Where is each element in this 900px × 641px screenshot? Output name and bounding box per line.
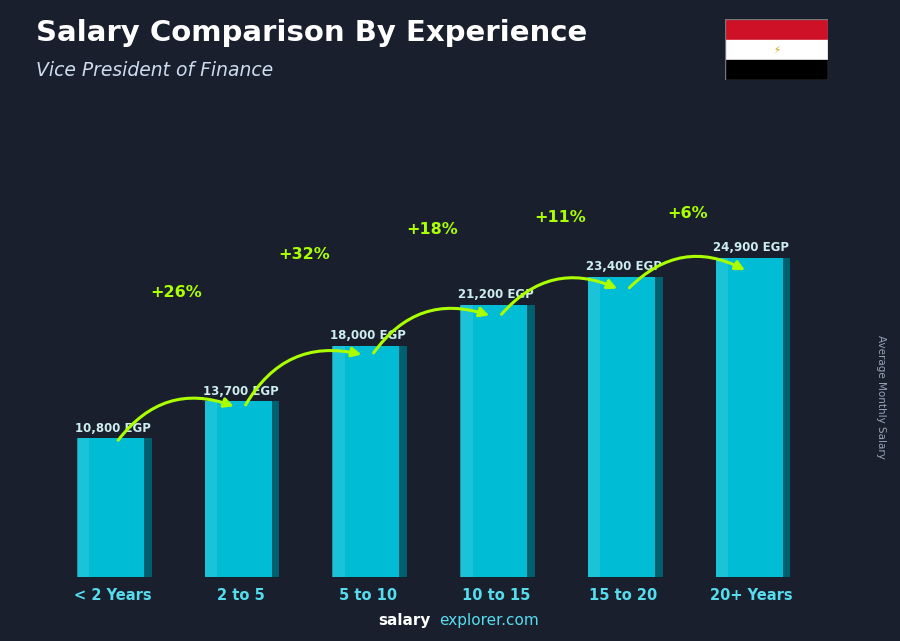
- Bar: [724, 40, 828, 60]
- Bar: [724, 60, 828, 80]
- Bar: [461, 305, 531, 577]
- Text: Vice President of Finance: Vice President of Finance: [36, 61, 273, 80]
- Bar: [589, 277, 659, 577]
- Text: +26%: +26%: [150, 285, 202, 300]
- Bar: [77, 438, 148, 577]
- Bar: [204, 401, 217, 577]
- Bar: [332, 346, 345, 577]
- Bar: [655, 277, 662, 577]
- Text: Salary Comparison By Experience: Salary Comparison By Experience: [36, 19, 587, 47]
- Text: explorer.com: explorer.com: [439, 613, 539, 628]
- Bar: [205, 401, 275, 577]
- Bar: [460, 305, 473, 577]
- Text: 24,900 EGP: 24,900 EGP: [714, 241, 789, 254]
- Bar: [724, 19, 828, 40]
- Text: 10,800 EGP: 10,800 EGP: [75, 422, 150, 435]
- Text: +32%: +32%: [278, 247, 330, 262]
- Bar: [333, 346, 403, 577]
- Bar: [588, 277, 600, 577]
- Text: Average Monthly Salary: Average Monthly Salary: [877, 335, 886, 460]
- Text: +11%: +11%: [534, 210, 586, 225]
- Bar: [527, 305, 535, 577]
- Bar: [76, 438, 89, 577]
- Text: ⚡: ⚡: [773, 45, 779, 54]
- Text: 21,200 EGP: 21,200 EGP: [458, 288, 534, 301]
- Text: +18%: +18%: [406, 222, 458, 237]
- Bar: [716, 258, 728, 577]
- Text: 23,400 EGP: 23,400 EGP: [586, 260, 662, 273]
- Text: 18,000 EGP: 18,000 EGP: [330, 329, 406, 342]
- Bar: [144, 438, 151, 577]
- Bar: [783, 258, 790, 577]
- Text: 13,700 EGP: 13,700 EGP: [202, 385, 278, 397]
- Bar: [272, 401, 279, 577]
- Text: +6%: +6%: [667, 206, 707, 221]
- Bar: [400, 346, 407, 577]
- Text: salary: salary: [378, 613, 430, 628]
- Bar: [716, 258, 787, 577]
